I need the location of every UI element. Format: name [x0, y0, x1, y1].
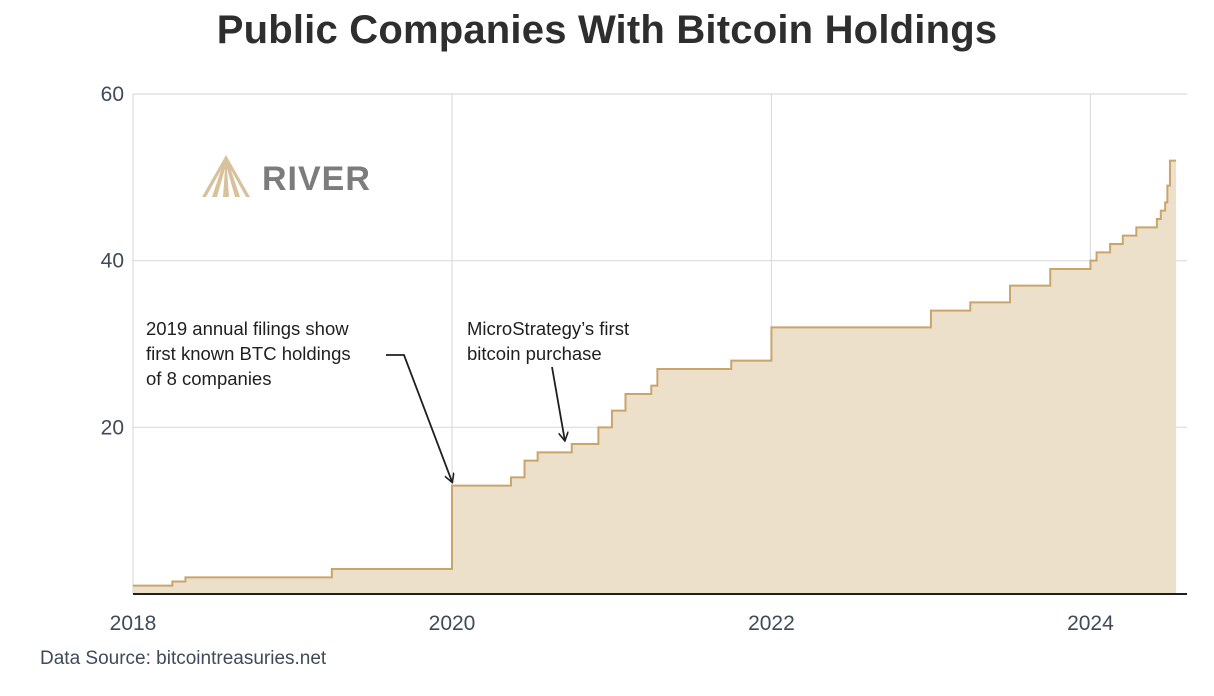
- chart-title: Public Companies With Bitcoin Holdings: [216, 8, 998, 52]
- x-tick-label: 2024: [1067, 612, 1114, 635]
- annotation-arrow: [551, 366, 565, 440]
- x-tick-label: 2020: [429, 612, 476, 635]
- series-line: [133, 159, 1177, 587]
- annotation-text: of 8 companies: [146, 368, 271, 389]
- river-logo-icon: [202, 155, 250, 197]
- annotation-text: MicroStrategy’s first: [467, 318, 629, 339]
- axes: 20 40 60 2018 2020 2022 2024: [101, 83, 1187, 635]
- annotation-arrow: [386, 354, 452, 482]
- area-fill: [133, 160, 1177, 594]
- annotations: 2019 annual filings show first known BTC …: [146, 318, 629, 482]
- brand-logo: RIVER: [202, 155, 371, 198]
- data-source-note: Data Source: bitcointreasuries.net: [40, 648, 327, 669]
- y-tick-label: 60: [101, 83, 124, 106]
- x-tick-label: 2018: [110, 612, 157, 635]
- brand-name: RIVER: [262, 160, 371, 198]
- annotation-text: 2019 annual filings show: [146, 318, 349, 339]
- annotation-text: bitcoin purchase: [467, 343, 602, 364]
- y-tick-label: 20: [101, 416, 124, 439]
- x-tick-label: 2022: [748, 612, 795, 635]
- area-series: [133, 159, 1177, 594]
- annotation-text: first known BTC holdings: [146, 343, 351, 364]
- y-tick-label: 40: [101, 250, 124, 273]
